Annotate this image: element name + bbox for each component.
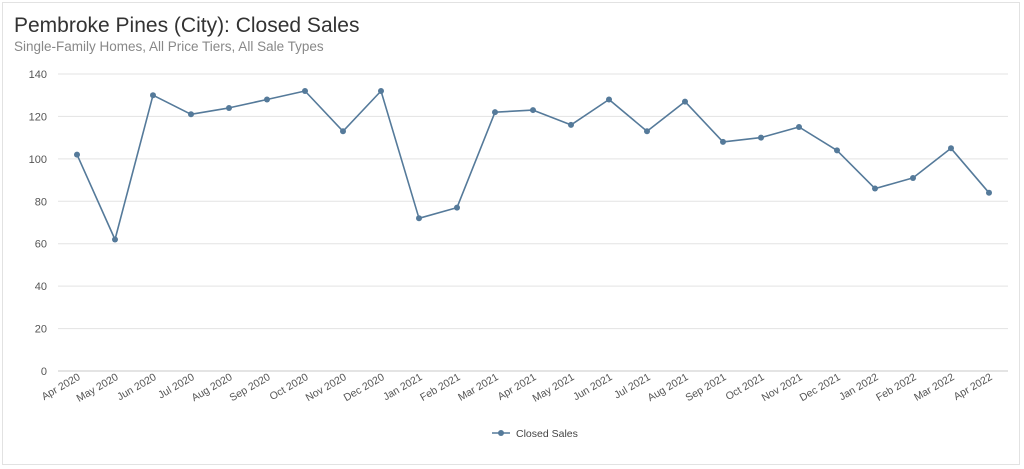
data-point[interactable] bbox=[834, 147, 840, 154]
x-tick-label: Sep 2020 bbox=[228, 371, 273, 404]
x-tick-label: Apr 2022 bbox=[952, 371, 995, 403]
data-point[interactable] bbox=[340, 128, 346, 135]
x-tick-label: Feb 2022 bbox=[874, 371, 919, 404]
data-point[interactable] bbox=[606, 96, 612, 103]
data-point[interactable] bbox=[302, 87, 308, 94]
x-tick-label: Aug 2020 bbox=[190, 371, 235, 404]
x-tick-label: Feb 2021 bbox=[418, 371, 463, 404]
series-layer bbox=[74, 87, 992, 243]
x-tick-label: May 2020 bbox=[75, 371, 121, 405]
x-tick-label: Dec 2020 bbox=[342, 371, 387, 404]
data-point[interactable] bbox=[416, 215, 422, 222]
x-tick-label: Nov 2020 bbox=[304, 371, 349, 404]
series-line-closed-sales bbox=[76, 90, 990, 241]
x-tick-label: Oct 2021 bbox=[724, 371, 767, 403]
x-tick-label: Mar 2022 bbox=[912, 371, 957, 404]
data-point[interactable] bbox=[644, 128, 650, 135]
data-point[interactable] bbox=[986, 189, 992, 196]
data-point[interactable] bbox=[682, 98, 688, 105]
data-point[interactable] bbox=[568, 121, 574, 128]
data-point[interactable] bbox=[948, 145, 954, 152]
data-point[interactable] bbox=[530, 107, 536, 114]
data-point[interactable] bbox=[264, 96, 270, 103]
data-point[interactable] bbox=[910, 174, 916, 181]
y-tick-label: 60 bbox=[35, 239, 47, 251]
data-point[interactable] bbox=[226, 104, 232, 111]
x-tick-label: Dec 2021 bbox=[798, 371, 843, 404]
x-tick-label: Oct 2020 bbox=[268, 371, 311, 403]
data-point[interactable] bbox=[796, 124, 802, 131]
y-tick-label: 120 bbox=[29, 111, 47, 123]
x-tick-label: Jan 2022 bbox=[837, 371, 881, 403]
chart-subtitle: Single-Family Homes, All Price Tiers, Al… bbox=[14, 39, 324, 54]
y-tick-label: 40 bbox=[35, 281, 47, 293]
gridlines bbox=[58, 73, 1008, 372]
x-tick-label: Aug 2021 bbox=[646, 371, 691, 404]
y-tick-label: 100 bbox=[29, 154, 47, 166]
data-point[interactable] bbox=[758, 134, 764, 141]
data-point[interactable] bbox=[872, 185, 878, 192]
y-tick-label: 20 bbox=[35, 324, 47, 336]
data-point[interactable] bbox=[74, 151, 80, 158]
y-tick-label: 80 bbox=[35, 196, 47, 208]
data-point[interactable] bbox=[150, 92, 156, 99]
data-point[interactable] bbox=[492, 109, 498, 116]
data-point[interactable] bbox=[112, 236, 118, 243]
y-axis-ticks: 0 20 40 60 80 100 120 140 bbox=[29, 69, 47, 378]
legend[interactable]: Closed Sales bbox=[492, 428, 578, 440]
data-point[interactable] bbox=[454, 204, 460, 211]
data-point[interactable] bbox=[378, 87, 384, 94]
x-tick-label: Sep 2021 bbox=[684, 371, 729, 404]
x-tick-label: Jun 2021 bbox=[571, 371, 615, 403]
x-tick-label: Nov 2021 bbox=[760, 371, 805, 404]
data-point[interactable] bbox=[720, 138, 726, 145]
y-tick-label: 0 bbox=[41, 366, 47, 378]
chart-title: Pembroke Pines (City): Closed Sales bbox=[14, 14, 360, 37]
x-tick-label: Jun 2020 bbox=[115, 371, 159, 403]
legend-label: Closed Sales bbox=[516, 428, 578, 440]
data-point[interactable] bbox=[188, 111, 194, 118]
x-tick-label: May 2021 bbox=[531, 371, 577, 405]
x-tick-label: Mar 2021 bbox=[456, 371, 501, 404]
legend-swatch-marker bbox=[498, 430, 504, 436]
y-tick-label: 140 bbox=[29, 69, 47, 81]
x-tick-label: Jan 2021 bbox=[381, 371, 425, 403]
